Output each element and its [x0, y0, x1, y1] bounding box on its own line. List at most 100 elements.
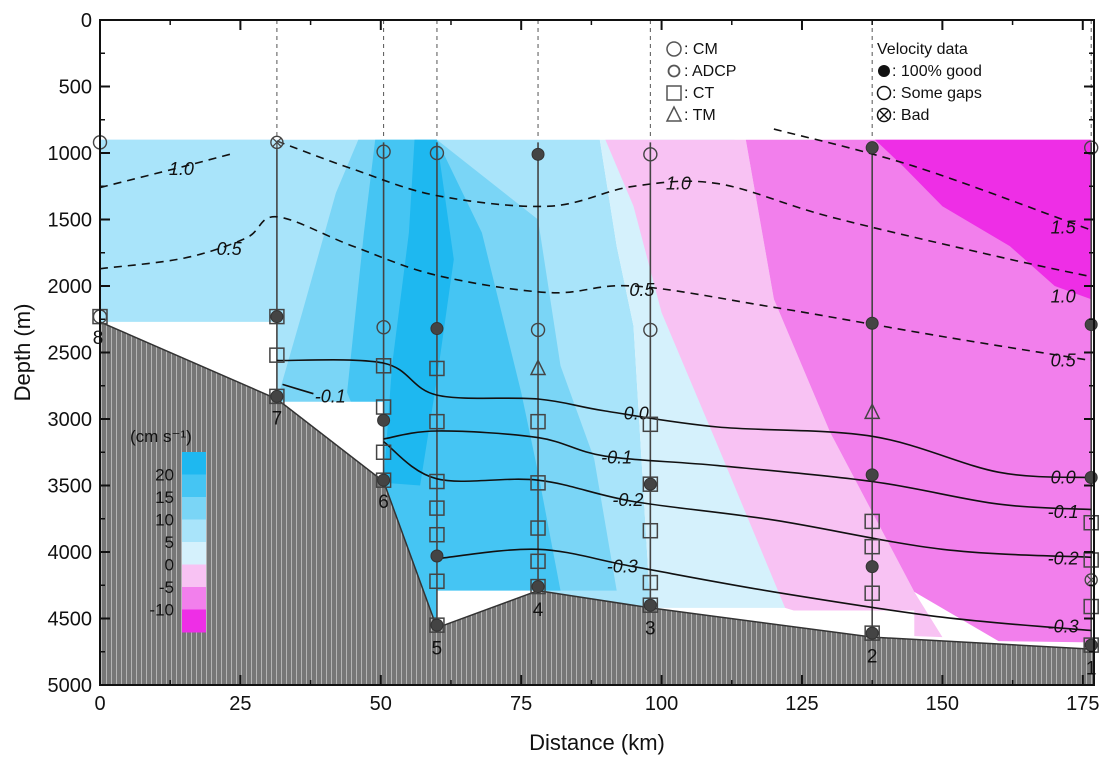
- velocity-region-5-1: [100, 139, 277, 322]
- velocity-region--10-7: [745, 139, 1092, 643]
- ct-marker: [530, 413, 546, 430]
- ct-marker: [1083, 598, 1099, 615]
- ct-marker: [864, 625, 880, 641]
- solid-contour-label: 0.0: [1051, 468, 1076, 488]
- no-data-gap: [650, 607, 774, 611]
- ct-marker: [429, 413, 445, 430]
- ct-marker: [864, 538, 880, 555]
- ct-marker: [429, 617, 445, 633]
- y-tick-label: 4000: [48, 542, 93, 564]
- dashed-contour-label: 0.5: [1051, 350, 1077, 370]
- solid-contour-label: 0.0: [624, 404, 649, 424]
- x-tick-label: 50: [370, 693, 392, 715]
- dashed-contour-1.0: [100, 152, 236, 189]
- y-tick-label: 1500: [48, 210, 93, 232]
- legend-instrument-label: : CM: [684, 41, 718, 58]
- legend-gaps-icon: [876, 85, 892, 101]
- ct-marker: [1083, 514, 1099, 531]
- ct-marker: [864, 513, 880, 530]
- ct-marker: [530, 475, 546, 491]
- x-tick-label: 125: [785, 693, 818, 715]
- dashed-contour-label: 1.0: [169, 159, 194, 179]
- velocity-good-marker: [531, 580, 545, 594]
- velocity-good-marker: [430, 549, 444, 563]
- colorbar-segment: [182, 474, 206, 498]
- solid-contour--0.1: [282, 383, 314, 395]
- tm-marker: [863, 402, 881, 420]
- velocity-good-marker: [643, 598, 657, 612]
- legend-cm-icon: [666, 41, 682, 57]
- dashed-contour-label: 0.5: [217, 239, 243, 259]
- velocity-good-marker: [270, 389, 284, 403]
- solid-contour--0.2: [383, 440, 1092, 559]
- solid-contour--0.1: [383, 430, 1092, 511]
- station-label: 1: [1086, 658, 1097, 679]
- colorbar-tick-label: -5: [159, 578, 174, 597]
- ct-marker: [429, 526, 445, 543]
- colorbar-tick-label: -10: [149, 601, 174, 620]
- x-tick-label: 175: [1066, 693, 1099, 715]
- velocity-gaps-marker: [643, 147, 658, 162]
- station-label: 5: [432, 638, 443, 659]
- velocity-good-marker: [430, 618, 444, 632]
- solid-contour-label: -0.2: [1048, 549, 1079, 569]
- ct-marker: [269, 388, 285, 405]
- solid-contour-label: -0.2: [612, 490, 643, 510]
- solid-contour--0.3: [436, 548, 1092, 632]
- y-tick-label: 3000: [48, 409, 93, 431]
- colorbar-segment: [182, 609, 206, 633]
- colorbar-segment: [182, 519, 206, 543]
- velocity-gaps-marker: [376, 320, 391, 335]
- y-tick-label: 4500: [48, 609, 93, 631]
- station-label: 6: [378, 492, 389, 513]
- x-tick-label: 75: [510, 693, 532, 715]
- velocity-good-marker: [377, 413, 391, 427]
- colorbar-segment: [182, 587, 206, 610]
- station-label: 4: [533, 600, 544, 621]
- y-tick-label: 2500: [48, 343, 93, 365]
- seafloor-outline: [99, 321, 1092, 650]
- y-tick-label: 2000: [48, 276, 93, 298]
- colorbar-tick-label: 20: [155, 466, 174, 485]
- colorbar-tick-label: 5: [165, 533, 174, 552]
- ct-marker: [269, 347, 285, 363]
- legend-ct-icon: [666, 85, 682, 101]
- solid-contour-0.0: [276, 358, 1092, 479]
- solid-contour-label: -0.3: [607, 557, 638, 577]
- dashed-contour-label: 1.5: [1051, 217, 1077, 237]
- solid-contour-label: -0.3: [1048, 616, 1079, 636]
- dashed-contour-1.0: [276, 140, 1092, 278]
- x-tick-label: 150: [926, 693, 959, 715]
- velocity-gaps-marker: [429, 145, 445, 161]
- velocity-gaps-marker: [530, 322, 546, 338]
- solid-contour-label: -0.1: [315, 386, 346, 406]
- velocity-region-15-3: [347, 139, 561, 628]
- legend-bad-cross: [879, 110, 889, 120]
- x-tick-label: 25: [229, 693, 251, 715]
- solid-contour-label: -0.1: [601, 448, 632, 468]
- ct-marker: [269, 308, 285, 325]
- station-label: 8: [93, 328, 104, 349]
- ct-marker: [375, 444, 392, 460]
- dashed-contour-label: 1.0: [666, 174, 691, 194]
- velocity-gaps-marker: [643, 322, 658, 338]
- velocity-good-marker: [377, 473, 391, 487]
- y-axis-title: Depth (m): [10, 304, 35, 402]
- velocity-good-marker: [1084, 318, 1098, 332]
- dashed-contour-1.5: [773, 128, 1092, 231]
- y-tick-label: 0: [81, 10, 92, 32]
- velocity-good-marker: [643, 477, 657, 491]
- colorbar-tick-label: 10: [155, 511, 174, 530]
- velocity-good-marker: [531, 147, 545, 161]
- ct-marker: [429, 573, 445, 590]
- colorbar-unit: (cm s⁻¹): [130, 427, 192, 446]
- velocity-good-marker: [865, 468, 879, 482]
- ct-marker: [530, 553, 546, 570]
- tm-marker: [529, 358, 547, 376]
- legend-instrument-label: : TM: [684, 107, 716, 124]
- ct-marker: [864, 585, 880, 601]
- ct-marker: [375, 472, 392, 488]
- legend-instrument-label: : ADCP: [684, 63, 736, 80]
- legend-velocity-label: : 100% good: [892, 63, 982, 80]
